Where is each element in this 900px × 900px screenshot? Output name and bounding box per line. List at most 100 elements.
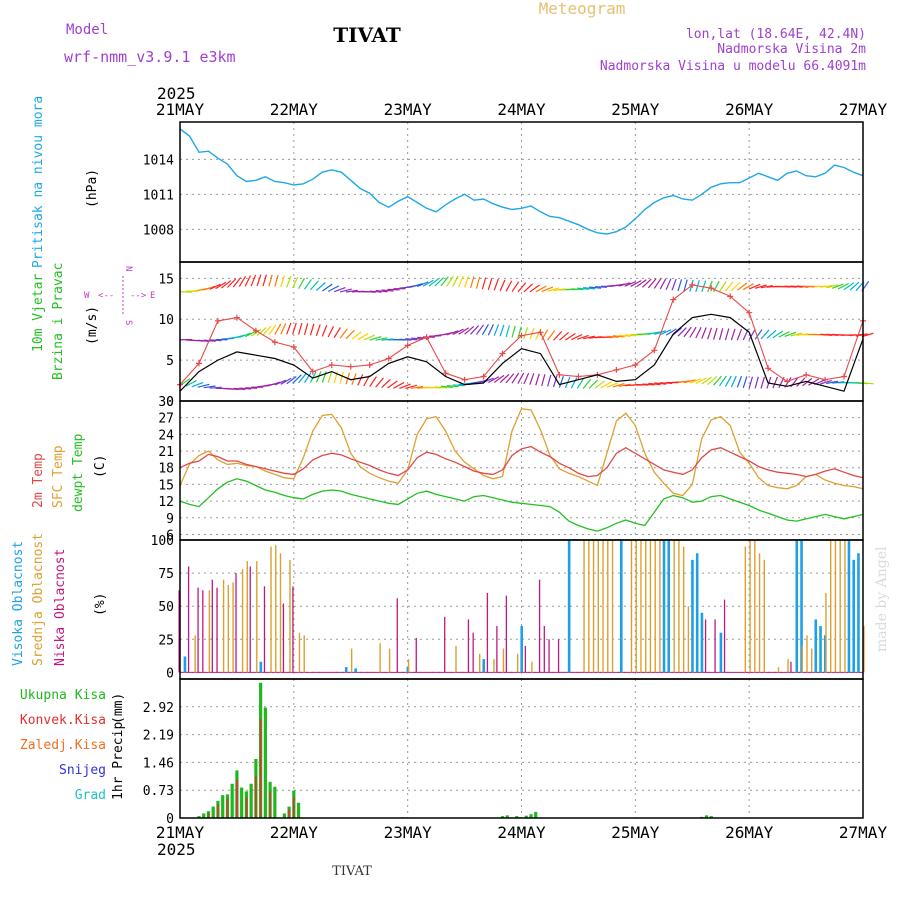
total-precip-bar xyxy=(296,802,301,818)
compass-south: S xyxy=(123,320,133,325)
wind-barb xyxy=(653,278,662,289)
total-precip-bar xyxy=(230,783,234,818)
model-label: Model xyxy=(66,22,108,38)
gust-marker xyxy=(708,285,715,292)
high-cloud-bar xyxy=(520,626,523,673)
pressure-unit: (hPa) xyxy=(85,169,100,208)
wind-barb xyxy=(327,371,333,383)
wind-barb xyxy=(381,289,394,292)
wind-barb xyxy=(754,284,767,289)
wind-barb xyxy=(357,332,369,341)
wind-barb xyxy=(405,338,418,341)
mid-cloud-bar xyxy=(659,540,661,673)
date-label-bottom: 24MAY xyxy=(497,823,546,842)
high-cloud-bar xyxy=(800,540,803,673)
wind-barb xyxy=(233,387,246,391)
wind-barb xyxy=(742,283,754,291)
wind-barb xyxy=(458,327,470,335)
wind-barb xyxy=(292,322,297,335)
wind-barb xyxy=(677,279,683,291)
wind-barb xyxy=(475,276,481,289)
low-cloud-bar xyxy=(467,619,470,673)
wind-barb xyxy=(304,372,312,383)
wind-barb xyxy=(630,280,642,287)
wind-barb xyxy=(713,375,722,386)
wind-barb xyxy=(481,277,487,290)
low-cloud-bar xyxy=(263,586,266,673)
y-tick-label: 0.73 xyxy=(143,784,174,799)
wind-barb xyxy=(446,385,459,388)
low-cloud-bar xyxy=(396,598,398,673)
low-cloud-bar xyxy=(472,632,474,673)
elevation-label: Nadmorska Visina 2m xyxy=(717,42,866,57)
mid-cloud-bar xyxy=(592,540,595,673)
wind-barb xyxy=(493,278,499,291)
wind-barb xyxy=(588,379,599,389)
wind-barb xyxy=(227,278,237,288)
mid-cloud-bar xyxy=(279,553,282,673)
low-cloud-bar xyxy=(178,590,180,673)
wind-barb xyxy=(511,281,520,292)
wind-barb xyxy=(730,328,736,341)
temp-series-label-1: 2m Temp xyxy=(31,453,46,508)
date-label-bottom: 25MAY xyxy=(611,823,660,842)
gust-marker xyxy=(499,350,506,357)
gust-marker xyxy=(366,362,373,369)
wind-barb xyxy=(748,376,754,389)
mid-cloud-bar xyxy=(654,540,656,673)
low-cloud-bar xyxy=(444,616,446,673)
gust-marker xyxy=(613,366,620,373)
high-cloud-bar xyxy=(183,656,187,673)
wind-barb xyxy=(286,376,297,385)
wind-barb xyxy=(345,289,358,293)
wind-barb xyxy=(713,327,718,340)
wind-barb xyxy=(547,330,556,341)
panel-precip: 0 0.73 1.46 2.19 2.92 xyxy=(143,679,863,827)
y-tick-label: 75 xyxy=(158,567,174,582)
wind-barb xyxy=(309,323,315,336)
wind-barb xyxy=(511,372,520,384)
wind-barb xyxy=(612,335,625,338)
wind-barb xyxy=(493,374,505,383)
wind-barb xyxy=(209,339,222,342)
y-tick-label: 1011 xyxy=(143,188,174,203)
low-cloud-bar xyxy=(249,566,251,673)
precip-legend-item: Zaledj.Kisa xyxy=(20,738,106,753)
wind-barb xyxy=(849,281,860,291)
y-tick-label: 21 xyxy=(158,445,174,460)
wind-barb xyxy=(351,331,362,340)
compass-arrow-left: <-- xyxy=(98,291,114,301)
mid-cloud-bar xyxy=(844,540,846,673)
gust-marker xyxy=(670,296,677,303)
high-cloud-bar xyxy=(719,632,723,673)
y-tick-label: 12 xyxy=(158,495,174,510)
wind-barb xyxy=(624,281,637,287)
wind-barb xyxy=(665,278,672,290)
cloud-series-label-1: Visoka Oblacnost xyxy=(11,541,26,666)
wind-barb xyxy=(499,324,505,337)
mid-cloud-bar xyxy=(749,540,751,673)
wind-barb xyxy=(274,379,287,386)
total-precip-bar xyxy=(709,816,713,818)
compass-north: N xyxy=(123,266,133,271)
wind-barb xyxy=(499,279,506,292)
wind-barb xyxy=(541,286,554,293)
total-precip-bar xyxy=(221,795,225,818)
wind-barb xyxy=(843,282,855,291)
compass-west: W xyxy=(84,291,90,301)
wind-barb xyxy=(434,277,444,287)
wind-barb xyxy=(411,283,423,288)
mid-cloud-bar xyxy=(829,540,832,673)
compass-east: E xyxy=(150,291,155,301)
mid-cloud-bar xyxy=(350,648,353,673)
low-cloud-bar xyxy=(216,587,218,673)
wind-barb xyxy=(239,332,251,338)
mid-cloud-bar xyxy=(246,561,249,673)
wind-barb xyxy=(339,288,352,293)
wind-barb xyxy=(446,330,459,336)
y-tick-label: 15 xyxy=(158,272,174,287)
gust-marker xyxy=(822,376,829,383)
date-label-bottom: 21MAY xyxy=(156,823,205,842)
wind-barb xyxy=(393,382,405,389)
